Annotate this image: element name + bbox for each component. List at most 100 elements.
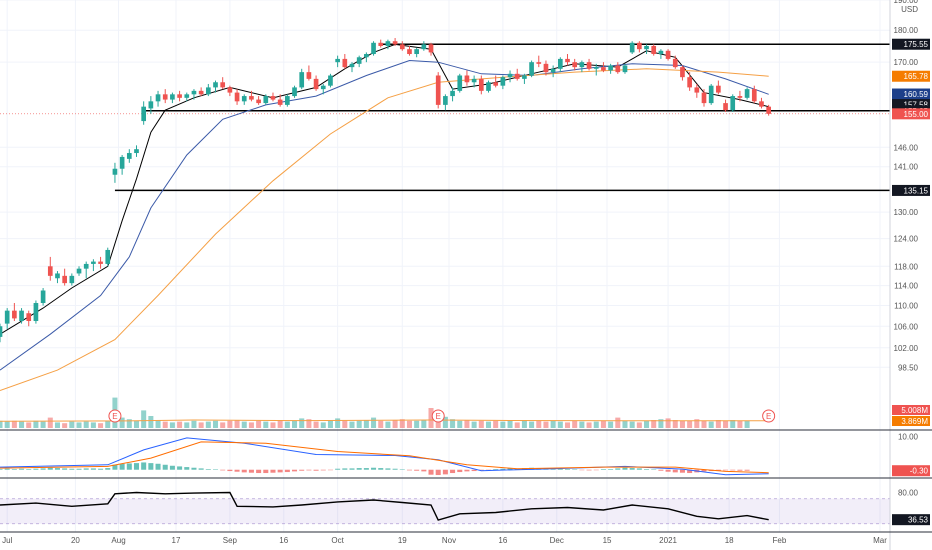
candle-body xyxy=(213,82,218,88)
price-tick-label: 146.00 xyxy=(894,143,919,152)
price-pane[interactable] xyxy=(0,38,890,391)
volume-bar xyxy=(421,420,427,428)
candle xyxy=(514,68,520,81)
candle xyxy=(126,149,132,163)
volume-bar xyxy=(83,421,89,428)
volume-bar xyxy=(485,421,492,428)
candle-body xyxy=(615,65,621,73)
candle-body xyxy=(83,263,89,269)
volume-bar xyxy=(248,422,254,428)
candle xyxy=(263,94,269,105)
volume-bar xyxy=(615,417,621,428)
macd-histogram-bar xyxy=(701,469,707,472)
candle-body xyxy=(270,96,276,100)
macd-histogram-bar xyxy=(133,463,140,470)
price-tick-label: 98.50 xyxy=(898,363,919,372)
macd-histogram-bar xyxy=(572,469,578,470)
candle-body xyxy=(701,92,707,104)
candle-body xyxy=(644,45,649,50)
volume-bar xyxy=(90,422,96,428)
volume-bar xyxy=(701,420,707,428)
macd-histogram-bar xyxy=(715,469,721,471)
macd-histogram-bar xyxy=(550,469,556,470)
macd-histogram-bar xyxy=(629,468,635,470)
candle-body xyxy=(241,96,247,102)
volume-bar xyxy=(694,419,700,428)
candle-body xyxy=(672,58,678,68)
price-tick-label: 110.00 xyxy=(894,302,918,311)
macd-histogram-bar xyxy=(162,464,168,470)
volume-bar xyxy=(119,417,125,428)
candle xyxy=(478,75,484,95)
macd-histogram-bar xyxy=(730,469,736,471)
candle xyxy=(241,94,247,105)
candle-body xyxy=(220,82,226,88)
candle xyxy=(593,63,599,76)
macd-histogram-bar xyxy=(263,469,269,474)
time-tick-label: 16 xyxy=(498,536,507,545)
earnings-marker-label: E xyxy=(766,412,771,421)
candle xyxy=(536,55,542,68)
price-value-label: 157.58 xyxy=(904,101,929,110)
macd-histogram-bar xyxy=(593,469,599,471)
candle xyxy=(687,72,692,91)
time-tick-label: Jul xyxy=(2,536,12,545)
candle xyxy=(134,145,139,157)
candle xyxy=(177,90,182,102)
macd-histogram-bar xyxy=(723,469,729,471)
candle xyxy=(550,65,556,78)
macd-histogram-bar xyxy=(33,468,39,470)
volume-bar xyxy=(126,419,132,428)
candle xyxy=(328,73,333,88)
candle-body xyxy=(313,78,319,90)
candle-body xyxy=(285,96,290,105)
candle xyxy=(385,39,391,50)
candle-body xyxy=(12,310,17,319)
macd-histogram-bar xyxy=(435,469,441,476)
volume-bar xyxy=(4,421,10,428)
candle-body xyxy=(162,94,168,100)
candle-body xyxy=(141,106,147,122)
candle xyxy=(399,41,405,51)
candle-body xyxy=(378,42,384,46)
candle-body xyxy=(69,275,75,284)
price-tick-label: 130.00 xyxy=(894,208,919,217)
candle-body xyxy=(687,77,692,88)
candle xyxy=(227,85,233,97)
candle-body xyxy=(622,65,628,73)
volume-bar xyxy=(564,422,571,428)
price-value-label: 135.15 xyxy=(904,186,929,195)
volume-bar xyxy=(679,420,685,428)
candle xyxy=(91,259,96,272)
candle-body xyxy=(680,67,685,78)
volume-bar xyxy=(600,420,606,428)
macd-tick-label: 10.00 xyxy=(898,433,919,442)
volume-bar xyxy=(342,420,348,428)
candle xyxy=(737,90,743,102)
candle xyxy=(335,55,340,68)
candle xyxy=(40,288,46,306)
volume-bar xyxy=(457,420,463,428)
macd-histogram-bar xyxy=(457,469,463,473)
macd-histogram-bar xyxy=(679,469,685,473)
candle xyxy=(644,44,649,55)
volume-bar xyxy=(665,418,671,428)
candle-body xyxy=(0,326,3,337)
volume-bar xyxy=(651,420,657,428)
candle xyxy=(306,65,312,81)
macd-histogram-bar xyxy=(69,468,75,470)
time-tick-label: 19 xyxy=(398,536,407,545)
candle-body xyxy=(737,96,743,98)
macd-histogram-bar xyxy=(4,468,10,470)
candle xyxy=(601,62,606,73)
candle-body xyxy=(26,313,32,322)
candle-body xyxy=(658,50,664,55)
macd-histogram-bar xyxy=(54,468,60,470)
macd-histogram-bar xyxy=(141,462,147,470)
candle xyxy=(26,310,32,327)
volume-bar xyxy=(62,423,68,428)
candle-body xyxy=(170,94,175,100)
candle xyxy=(744,87,750,100)
macd-histogram-bar xyxy=(464,469,470,472)
